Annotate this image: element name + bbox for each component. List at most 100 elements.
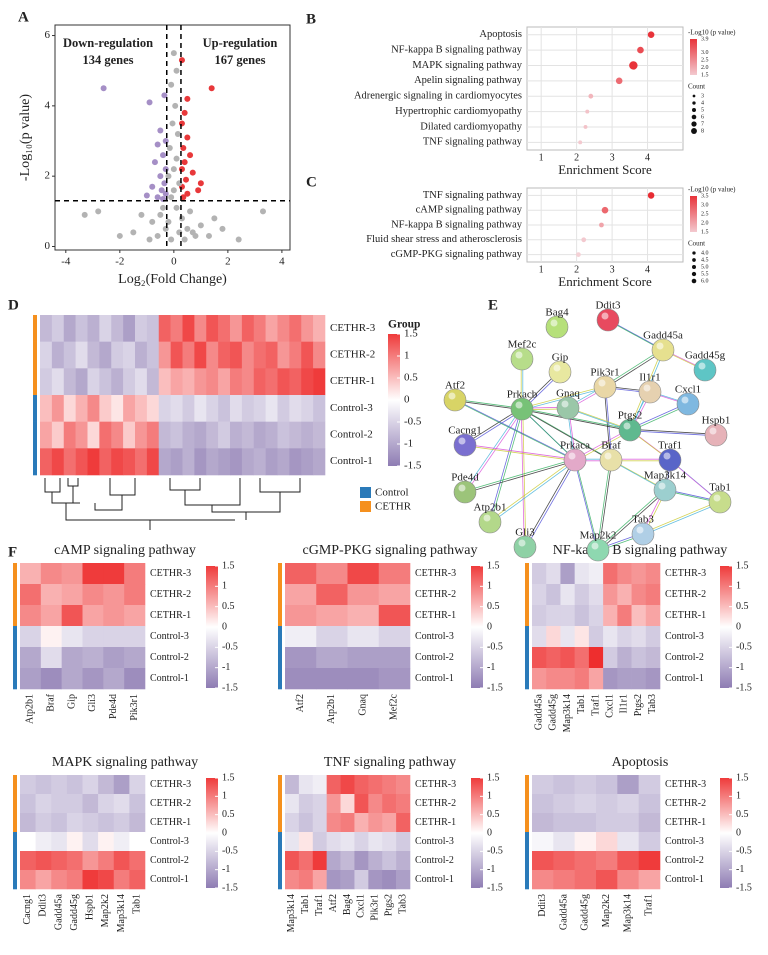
column-label: Map2k2 [601,894,612,927]
point [189,169,196,176]
heat-cell [98,775,115,795]
node-label: Traf1 [658,440,682,452]
colorbar-label: 3.5 [701,193,709,199]
network-node [556,396,580,420]
heat-cell [40,563,62,585]
size-key [692,258,696,262]
heat-cell [20,605,42,627]
heat-cell [51,315,65,342]
heat-cell [285,775,300,795]
colorbar-label: 0 [736,827,741,838]
heat-cell [135,395,148,422]
group-bar [13,851,17,871]
column-label: Ptgs2 [633,694,644,716]
size-label: 4.5 [701,257,709,263]
heat-cell [396,870,411,890]
size-label: 5.5 [701,271,709,277]
heat-cell [298,775,314,795]
node-label: Atp2b1 [474,502,507,514]
heat-cell [206,341,219,369]
heat-cell [82,563,104,585]
column-label: Tab1 [576,694,587,714]
heat-cell [285,605,317,627]
group-bar [525,563,529,585]
category-label: NF-kappa B signaling pathway [391,44,523,55]
point [165,173,172,180]
heat-cell [63,315,76,342]
network-edge [596,488,665,550]
size-label: 7 [701,121,704,127]
heat-cell [617,647,632,669]
heat-cell [588,647,604,669]
heat-cell [253,395,266,422]
heat-cell [35,832,52,852]
row-label: Control-3 [330,402,373,414]
heat-cell [368,775,383,795]
heat-cell [230,341,243,369]
heat-cell [51,813,68,833]
node-label: Tab3 [632,514,654,526]
heat-cell [617,794,639,814]
group-bar [525,794,529,814]
heat-cell [230,448,243,476]
node-label: Cacng1 [448,425,482,437]
heat-cell [553,870,575,890]
heat-cell [560,584,575,606]
size-label: 3 [701,93,704,99]
node-highlight [623,422,631,430]
category-label: Fluid shear stress and atherosclerosis [366,234,522,245]
row-label: CETHR-1 [665,610,706,621]
node-highlight [458,437,466,445]
colorbar-label: -0.5 [404,416,422,428]
point [146,99,153,106]
heat-cell [218,368,231,396]
group-bar [33,448,37,476]
heat-cell [75,421,88,449]
point [154,194,161,201]
heat-cell [63,341,76,369]
heat-cell [170,448,183,476]
network-edge [575,460,600,551]
heat-cell [40,605,62,627]
heat-cell [313,448,326,476]
point [173,155,180,162]
heat-cell [66,832,83,852]
heat-cell [35,794,52,814]
node-highlight [458,484,466,492]
colorbar [690,196,697,232]
colorbar-label: -1.5 [736,682,752,693]
heat-cell [206,368,219,396]
colorbar-label: -1 [487,662,495,673]
colorbar-label: 0 [736,621,741,632]
heat-cell [289,368,302,396]
heat-cell [285,794,300,814]
network-node [443,388,467,412]
colorbar-label: 1.5 [736,772,749,783]
heatmap-title: cAMP signaling pathway [54,543,196,558]
colorbar-label: -1 [222,662,230,673]
column-label: Gadd45g [580,894,591,931]
heat-cell [532,813,554,833]
colorbar-label: 0.5 [222,601,235,612]
heat-cell [40,626,62,648]
colorbar-label: 1 [736,791,741,802]
heat-cell [66,775,83,795]
row-label: CETHR-3 [415,779,456,790]
heat-cell [158,368,171,396]
heat-cell [596,870,618,890]
heat-cell [35,775,52,795]
row-label: Control-3 [150,631,189,642]
heat-cell [158,395,171,422]
group-bar [278,832,282,852]
heat-cell [347,668,380,690]
heat-cell [253,368,266,396]
network-node [596,308,620,332]
heat-cell [382,794,397,814]
x-axis-label: Enrichment Score [558,162,652,177]
colorbar [690,39,697,75]
column-label: Il1r1 [619,694,630,713]
group-bar [278,775,282,795]
heat-cell [532,870,554,890]
heat-cell [206,448,219,476]
heat-cell [146,368,160,396]
